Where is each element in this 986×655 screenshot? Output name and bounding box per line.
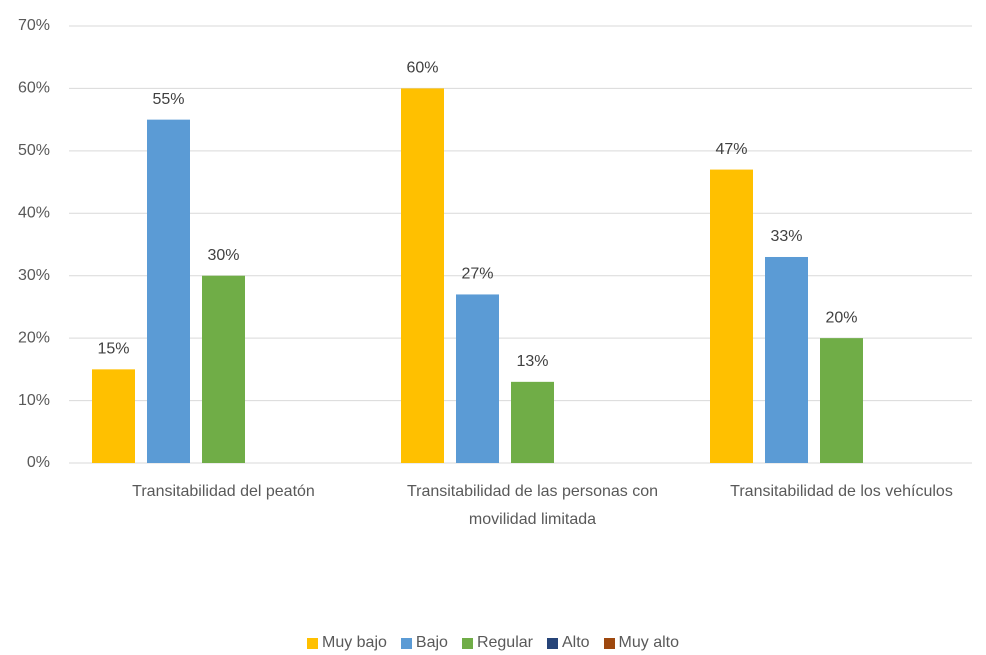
value-label: 27%	[461, 266, 493, 283]
legend-swatch	[603, 637, 615, 649]
y-tick-label: 0%	[27, 454, 50, 471]
x-tick-label: Transitabilidad de los vehículos	[730, 483, 953, 500]
y-tick-label: 50%	[18, 142, 50, 159]
legend-label: Muy alto	[618, 634, 680, 651]
value-label: 20%	[825, 309, 857, 326]
legend-label: Bajo	[415, 634, 448, 651]
legend-item: Muy alto	[603, 634, 680, 652]
legend-item: Alto	[546, 634, 590, 652]
legend-swatch	[546, 637, 558, 649]
y-tick-label: 40%	[18, 205, 50, 222]
value-label: 30%	[207, 247, 239, 264]
value-label: 15%	[97, 341, 129, 358]
x-tick-label: Transitabilidad de las personas con movi…	[406, 483, 659, 528]
bar	[456, 294, 499, 463]
value-label: 47%	[715, 141, 747, 158]
value-label: 13%	[516, 353, 548, 370]
bar	[147, 119, 190, 464]
legend-item: Muy bajo	[306, 634, 387, 652]
legend: Muy bajo Bajo Regular Alto Muy alto	[0, 634, 986, 652]
value-label: 60%	[406, 60, 438, 77]
y-tick-label: 70%	[18, 17, 50, 34]
legend-swatch	[306, 637, 318, 649]
y-tick-label: 10%	[18, 392, 50, 409]
legend-item: Regular	[461, 634, 533, 652]
bar	[820, 338, 863, 463]
legend-label: Regular	[476, 634, 533, 651]
y-tick-label: 30%	[18, 267, 50, 284]
bar	[92, 369, 135, 463]
y-tick-label: 20%	[18, 329, 50, 346]
value-label: 55%	[152, 91, 184, 108]
legend-label: Muy bajo	[321, 634, 387, 651]
x-tick-label: Transitabilidad del peatón	[132, 483, 315, 500]
value-label: 33%	[770, 228, 802, 245]
bar	[401, 88, 444, 463]
bar	[765, 256, 808, 463]
legend-swatch	[461, 637, 473, 649]
legend-label: Alto	[561, 634, 590, 651]
legend-item: Bajo	[400, 634, 448, 652]
bar	[710, 169, 753, 464]
bar	[202, 275, 245, 463]
legend-swatch	[400, 637, 412, 649]
bar	[511, 381, 554, 463]
y-tick-label: 60%	[18, 80, 50, 97]
